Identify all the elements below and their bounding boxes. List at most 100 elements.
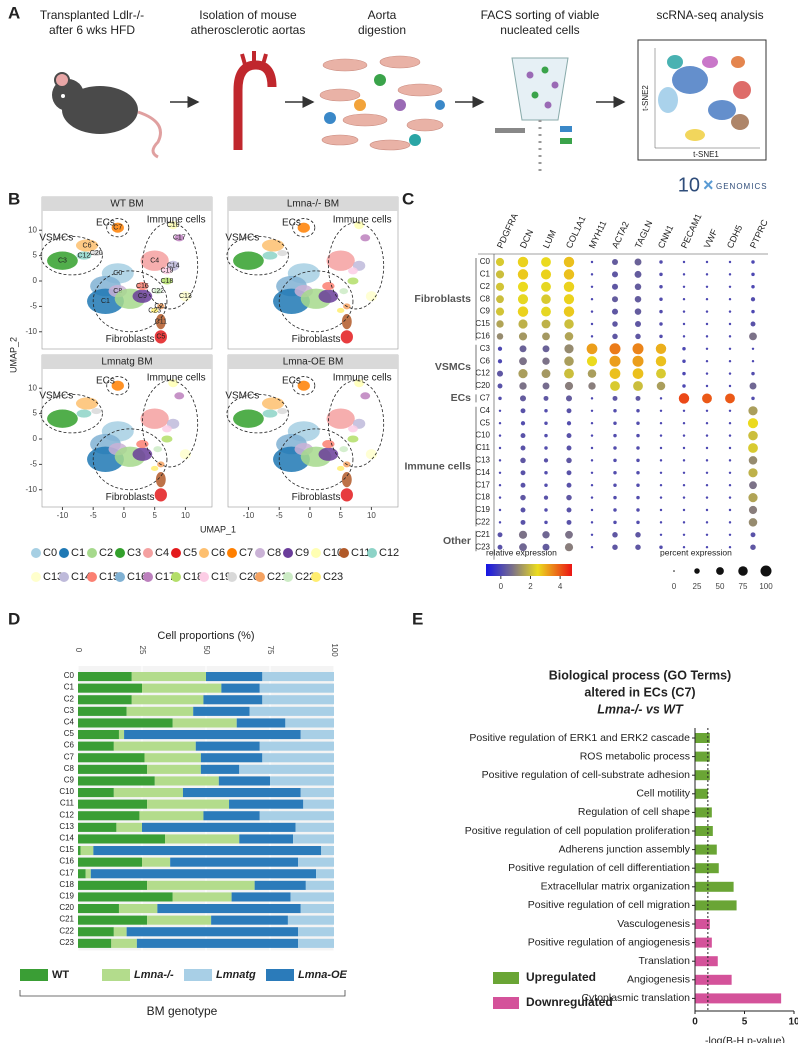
- region-outline: [226, 393, 289, 434]
- bar-segment: [203, 695, 263, 705]
- bar-segment: [300, 904, 334, 914]
- dot: [728, 384, 732, 388]
- legend-label: C22: [295, 571, 315, 583]
- dot: [566, 408, 572, 414]
- bar: [695, 826, 713, 836]
- dot: [748, 468, 758, 478]
- region-label: Immune cells: [333, 215, 392, 226]
- bar-segment: [147, 880, 255, 890]
- dot: [564, 381, 574, 391]
- dot: [587, 369, 597, 378]
- cell-cluster: [318, 289, 339, 303]
- category-label: Cell motility: [636, 788, 690, 800]
- x-tick-label: 0: [692, 1017, 698, 1028]
- dot: [544, 446, 548, 450]
- bar-segment: [142, 683, 222, 693]
- bar-segment: [249, 706, 334, 716]
- dot: [751, 396, 755, 401]
- dot: [682, 446, 686, 450]
- dot: [498, 409, 502, 413]
- bar-segment: [78, 764, 148, 774]
- dot: [609, 368, 621, 379]
- dot: [705, 297, 709, 301]
- dot: [611, 283, 619, 290]
- bar-segment: [116, 822, 142, 832]
- x-tick-label: 0: [74, 648, 83, 653]
- dot: [517, 269, 529, 280]
- chart-title: altered in ECs (C7): [584, 685, 695, 699]
- dot: [613, 471, 617, 475]
- row-label: C14: [475, 468, 490, 477]
- legend-swatch: [199, 572, 209, 582]
- y-tick-label: -5: [30, 301, 38, 310]
- dot: [705, 310, 709, 313]
- dot: [566, 457, 572, 464]
- dot: [655, 355, 667, 367]
- y-tick-label: C20: [59, 903, 74, 912]
- bar: [695, 919, 710, 929]
- dot: [519, 382, 527, 390]
- dot: [566, 433, 572, 439]
- umap-header: [228, 355, 398, 369]
- dot: [613, 409, 617, 413]
- cell-cluster: [91, 408, 102, 415]
- dot: [566, 470, 572, 476]
- x-tick-label: -5: [276, 511, 284, 520]
- dot: [566, 421, 572, 426]
- row-label: C17: [475, 480, 490, 489]
- dot: [659, 421, 663, 425]
- bar-segment: [157, 904, 301, 914]
- panel-label: C: [402, 189, 414, 208]
- bar-segment: [80, 846, 94, 856]
- dot: [682, 409, 686, 413]
- dot: [705, 273, 709, 276]
- y-tick-label: 0: [33, 434, 38, 443]
- bar-segment: [287, 915, 334, 925]
- dot: [632, 368, 644, 379]
- cell-cluster: [341, 472, 352, 488]
- step-label: nucleated cells: [500, 23, 579, 37]
- gene-label: CDH5: [725, 223, 744, 249]
- dot: [590, 273, 594, 276]
- panel-label: B: [8, 189, 20, 208]
- bar-segment: [78, 672, 132, 682]
- workflow-art: [52, 39, 767, 175]
- dot: [635, 544, 641, 550]
- dot: [682, 421, 686, 425]
- bar-segment: [182, 788, 301, 798]
- dot: [497, 383, 503, 389]
- bar-segment: [144, 753, 201, 763]
- cell-cluster: [341, 314, 352, 330]
- bar-segment: [78, 776, 155, 786]
- legend-label: C7: [239, 547, 253, 559]
- bar-segment: [154, 776, 219, 786]
- dot: [750, 532, 756, 538]
- cell-cluster: [339, 446, 349, 453]
- dot: [751, 272, 755, 277]
- dot: [586, 356, 598, 367]
- legend-label: C19: [211, 571, 231, 583]
- dot: [612, 333, 618, 340]
- cell-cluster: [155, 314, 166, 330]
- legend-swatch: [59, 548, 69, 558]
- dot: [542, 543, 550, 551]
- dot: [728, 508, 732, 512]
- region-label: Fibroblasts: [292, 492, 341, 503]
- dot: [728, 545, 732, 549]
- bar-segment: [172, 892, 232, 902]
- dot: [590, 483, 594, 487]
- y-tick-label: C13: [59, 822, 74, 831]
- dot: [541, 294, 551, 304]
- bar-segment: [316, 869, 334, 879]
- cluster-label: C11: [155, 318, 167, 325]
- gene-label: CNN1: [656, 223, 675, 249]
- dot: [590, 521, 594, 524]
- dot: [728, 335, 732, 338]
- region-label: Fibroblasts: [106, 492, 155, 503]
- y-tick-label: C12: [59, 810, 74, 819]
- dot: [659, 260, 663, 264]
- dot: [590, 322, 594, 326]
- legend-swatch: [311, 572, 321, 582]
- dot: [517, 306, 529, 317]
- bar-segment: [147, 915, 212, 925]
